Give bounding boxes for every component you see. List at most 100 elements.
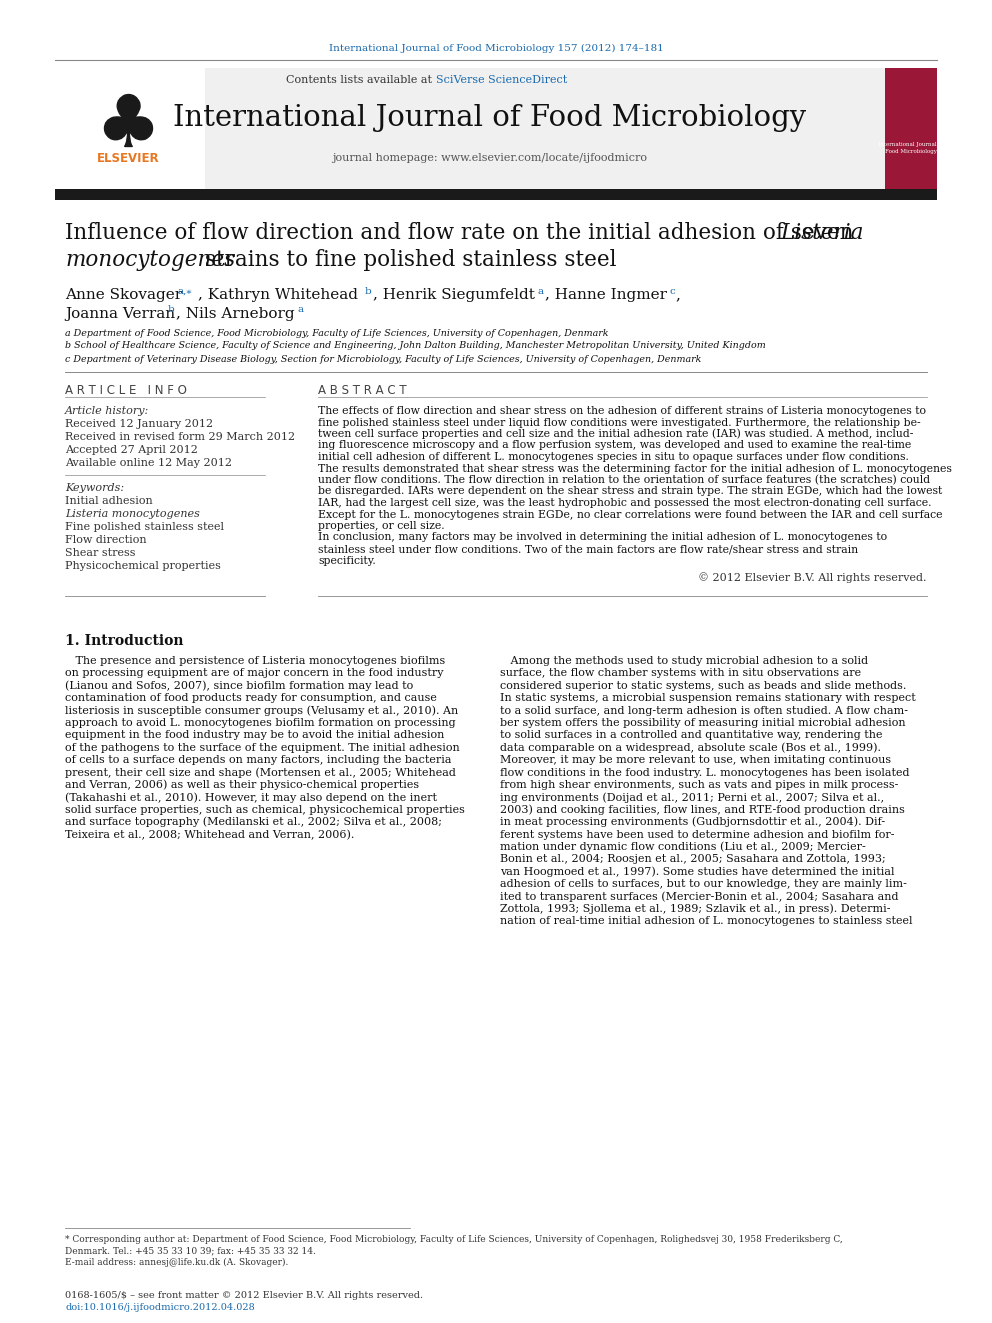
Text: b: b: [168, 306, 175, 315]
Text: contamination of food products ready for consumption, and cause: contamination of food products ready for…: [65, 693, 436, 704]
Text: ing environments (Doijad et al., 2011; Perni et al., 2007; Silva et al.,: ing environments (Doijad et al., 2011; P…: [500, 792, 884, 803]
Text: mation under dynamic flow conditions (Liu et al., 2009; Mercier-: mation under dynamic flow conditions (Li…: [500, 841, 866, 852]
Text: from high shear environments, such as vats and pipes in milk process-: from high shear environments, such as va…: [500, 781, 899, 790]
Text: In conclusion, many factors may be involved in determining the initial adhesion : In conclusion, many factors may be invol…: [318, 532, 887, 542]
Text: Zottola, 1993; Sjollema et al., 1989; Szlavik et al., in press). Determi-: Zottola, 1993; Sjollema et al., 1989; Sz…: [500, 904, 891, 914]
Text: Physicochemical properties: Physicochemical properties: [65, 561, 221, 572]
Text: The presence and persistence of Listeria monocytogenes biofilms: The presence and persistence of Listeria…: [65, 656, 445, 665]
Text: Bonin et al., 2004; Roosjen et al., 2005; Sasahara and Zottola, 1993;: Bonin et al., 2004; Roosjen et al., 2005…: [500, 855, 886, 864]
Text: Fine polished stainless steel: Fine polished stainless steel: [65, 523, 224, 532]
Text: b School of Healthcare Science, Faculty of Science and Engineering, John Dalton : b School of Healthcare Science, Faculty …: [65, 341, 766, 351]
Text: Received 12 January 2012: Received 12 January 2012: [65, 419, 213, 429]
Text: 0168-1605/$ – see front matter © 2012 Elsevier B.V. All rights reserved.: 0168-1605/$ – see front matter © 2012 El…: [65, 1290, 424, 1299]
Text: A B S T R A C T: A B S T R A C T: [318, 384, 407, 397]
Text: Moreover, it may be more relevant to use, when imitating continuous: Moreover, it may be more relevant to use…: [500, 755, 891, 765]
Text: Influence of flow direction and flow rate on the initial adhesion of seven: Influence of flow direction and flow rat…: [65, 222, 860, 243]
Text: ing fluorescence microscopy and a flow perfusion system, was developed and used : ing fluorescence microscopy and a flow p…: [318, 441, 912, 451]
Text: equipment in the food industry may be to avoid the initial adhesion: equipment in the food industry may be to…: [65, 730, 444, 741]
Text: b: b: [365, 287, 372, 295]
Text: properties, or cell size.: properties, or cell size.: [318, 521, 444, 531]
Text: a: a: [298, 306, 305, 315]
Text: stainless steel under flow conditions. Two of the main factors are flow rate/she: stainless steel under flow conditions. T…: [318, 544, 858, 554]
Text: ferent systems have been used to determine adhesion and biofilm for-: ferent systems have been used to determi…: [500, 830, 895, 840]
Text: Contents lists available at: Contents lists available at: [287, 75, 436, 85]
Text: surface, the flow chamber systems with in situ observations are: surface, the flow chamber systems with i…: [500, 668, 861, 679]
Text: of the pathogens to the surface of the equipment. The initial adhesion: of the pathogens to the surface of the e…: [65, 742, 459, 753]
Text: tween cell surface properties and cell size and the initial adhesion rate (IAR) : tween cell surface properties and cell s…: [318, 429, 914, 439]
Text: be disregarded. IARs were dependent on the shear stress and strain type. The str: be disregarded. IARs were dependent on t…: [318, 487, 942, 496]
Text: doi:10.1016/j.ijfoodmicro.2012.04.028: doi:10.1016/j.ijfoodmicro.2012.04.028: [65, 1303, 255, 1312]
Text: Flow direction: Flow direction: [65, 534, 147, 545]
Text: Teixeira et al., 2008; Whitehead and Verran, 2006).: Teixeira et al., 2008; Whitehead and Ver…: [65, 830, 354, 840]
Text: 2003) and cooking facilities, flow lines, and RTE-food production drains: 2003) and cooking facilities, flow lines…: [500, 804, 905, 815]
Text: data comparable on a widespread, absolute scale (Bos et al., 1999).: data comparable on a widespread, absolut…: [500, 742, 881, 753]
Text: The effects of flow direction and shear stress on the adhesion of different stra: The effects of flow direction and shear …: [318, 406, 926, 415]
Text: IAR, had the largest cell size, was the least hydrophobic and possessed the most: IAR, had the largest cell size, was the …: [318, 497, 931, 508]
Text: journal homepage: www.elsevier.com/locate/ijfoodmicro: journal homepage: www.elsevier.com/locat…: [332, 153, 648, 163]
Text: © 2012 Elsevier B.V. All rights reserved.: © 2012 Elsevier B.V. All rights reserved…: [698, 573, 927, 583]
Text: E-mail address: annesj@life.ku.dk (A. Skovager).: E-mail address: annesj@life.ku.dk (A. Sk…: [65, 1257, 289, 1266]
Text: Among the methods used to study microbial adhesion to a solid: Among the methods used to study microbia…: [500, 656, 868, 665]
Text: a: a: [537, 287, 544, 295]
Text: , Kathryn Whitehead: , Kathryn Whitehead: [198, 288, 358, 302]
Text: monocytogenes: monocytogenes: [65, 249, 235, 271]
Text: solid surface properties, such as chemical, physicochemical properties: solid surface properties, such as chemic…: [65, 804, 465, 815]
Text: c Department of Veterinary Disease Biology, Section for Microbiology, Faculty of: c Department of Veterinary Disease Biolo…: [65, 355, 701, 364]
Text: and Verran, 2006) as well as their physico-chemical properties: and Verran, 2006) as well as their physi…: [65, 779, 420, 790]
Text: Accepted 27 April 2012: Accepted 27 April 2012: [65, 445, 197, 455]
Text: to a solid surface, and long-term adhesion is often studied. A flow cham-: to a solid surface, and long-term adhesi…: [500, 705, 908, 716]
Text: considered superior to static systems, such as beads and slide methods.: considered superior to static systems, s…: [500, 681, 907, 691]
Text: flow conditions in the food industry. L. monocytogenes has been isolated: flow conditions in the food industry. L.…: [500, 767, 910, 778]
Text: ELSEVIER: ELSEVIER: [96, 152, 160, 164]
Text: Denmark. Tel.: +45 35 33 10 39; fax: +45 35 33 32 14.: Denmark. Tel.: +45 35 33 10 39; fax: +45…: [65, 1246, 315, 1256]
Text: International Journal of Food Microbiology: International Journal of Food Microbiolo…: [174, 105, 806, 132]
Text: , Nils Arneborg: , Nils Arneborg: [176, 307, 295, 321]
Text: , Henrik Siegumfeldt: , Henrik Siegumfeldt: [373, 288, 535, 302]
FancyBboxPatch shape: [55, 67, 937, 198]
Text: approach to avoid L. monocytogenes biofilm formation on processing: approach to avoid L. monocytogenes biofi…: [65, 718, 455, 728]
Text: a Department of Food Science, Food Microbiology, Faculty of Life Sciences, Unive: a Department of Food Science, Food Micro…: [65, 328, 608, 337]
Text: Article history:: Article history:: [65, 406, 149, 415]
Text: and surface topography (Medilanski et al., 2002; Silva et al., 2008;: and surface topography (Medilanski et al…: [65, 816, 442, 827]
Text: nation of real-time initial adhesion of L. monocytogenes to stainless steel: nation of real-time initial adhesion of …: [500, 917, 913, 926]
Text: Anne Skovager: Anne Skovager: [65, 288, 183, 302]
Text: Except for the L. monocytogenes strain EGDe, no clear correlations were found be: Except for the L. monocytogenes strain E…: [318, 509, 942, 520]
Text: fine polished stainless steel under liquid flow conditions were investigated. Fu: fine polished stainless steel under liqu…: [318, 418, 921, 427]
Text: * Corresponding author at: Department of Food Science, Food Microbiology, Facult: * Corresponding author at: Department of…: [65, 1236, 843, 1245]
Text: , Hanne Ingmer: , Hanne Ingmer: [545, 288, 667, 302]
Text: van Hoogmoed et al., 1997). Some studies have determined the initial: van Hoogmoed et al., 1997). Some studies…: [500, 867, 895, 877]
Text: Joanna Verran: Joanna Verran: [65, 307, 176, 321]
Text: strains to fine polished stainless steel: strains to fine polished stainless steel: [198, 249, 616, 271]
Text: to solid surfaces in a controlled and quantitative way, rendering the: to solid surfaces in a controlled and qu…: [500, 730, 883, 741]
Text: of cells to a surface depends on many factors, including the bacteria: of cells to a surface depends on many fa…: [65, 755, 451, 765]
Text: in meat processing environments (Gudbjornsdottir et al., 2004). Dif-: in meat processing environments (Gudbjor…: [500, 816, 885, 827]
Text: Received in revised form 29 March 2012: Received in revised form 29 March 2012: [65, 433, 296, 442]
Text: Keywords:: Keywords:: [65, 483, 124, 493]
Text: International Journal of Food Microbiology 157 (2012) 174–181: International Journal of Food Microbiolo…: [328, 44, 664, 53]
FancyBboxPatch shape: [55, 67, 205, 198]
Text: ber system offers the possibility of measuring initial microbial adhesion: ber system offers the possibility of mea…: [500, 718, 906, 728]
Text: International Journal of
Food Microbiology: International Journal of Food Microbiolo…: [878, 142, 943, 153]
Text: Available online 12 May 2012: Available online 12 May 2012: [65, 458, 232, 468]
Text: Listeria: Listeria: [780, 222, 863, 243]
Text: on processing equipment are of major concern in the food industry: on processing equipment are of major con…: [65, 668, 443, 679]
Text: The results demonstrated that shear stress was the determining factor for the in: The results demonstrated that shear stre…: [318, 463, 952, 474]
Text: 1. Introduction: 1. Introduction: [65, 634, 184, 648]
Text: initial cell adhesion of different L. monocytogenes species in situ to opaque su: initial cell adhesion of different L. mo…: [318, 452, 909, 462]
Text: listeriosis in susceptible consumer groups (Velusamy et al., 2010). An: listeriosis in susceptible consumer grou…: [65, 705, 458, 716]
Text: (Takahashi et al., 2010). However, it may also depend on the inert: (Takahashi et al., 2010). However, it ma…: [65, 792, 437, 803]
Text: ,: ,: [675, 288, 680, 302]
Text: Listeria monocytogenes: Listeria monocytogenes: [65, 509, 199, 519]
Text: c: c: [669, 287, 675, 295]
Point: [120, 110, 136, 131]
Text: SciVerse ScienceDirect: SciVerse ScienceDirect: [436, 75, 567, 85]
Text: adhesion of cells to surfaces, but to our knowledge, they are mainly lim-: adhesion of cells to surfaces, but to ou…: [500, 880, 907, 889]
Text: In static systems, a microbial suspension remains stationary with respect: In static systems, a microbial suspensio…: [500, 693, 916, 704]
FancyBboxPatch shape: [885, 67, 937, 198]
FancyBboxPatch shape: [55, 189, 937, 200]
Text: (Lianou and Sofos, 2007), since biofilm formation may lead to: (Lianou and Sofos, 2007), since biofilm …: [65, 680, 414, 691]
Text: A R T I C L E   I N F O: A R T I C L E I N F O: [65, 384, 186, 397]
Text: present, their cell size and shape (Mortensen et al., 2005; Whitehead: present, their cell size and shape (Mort…: [65, 767, 456, 778]
Text: a,⁎: a,⁎: [178, 287, 192, 295]
Text: under flow conditions. The flow direction in relation to the orientation of surf: under flow conditions. The flow directio…: [318, 475, 930, 486]
